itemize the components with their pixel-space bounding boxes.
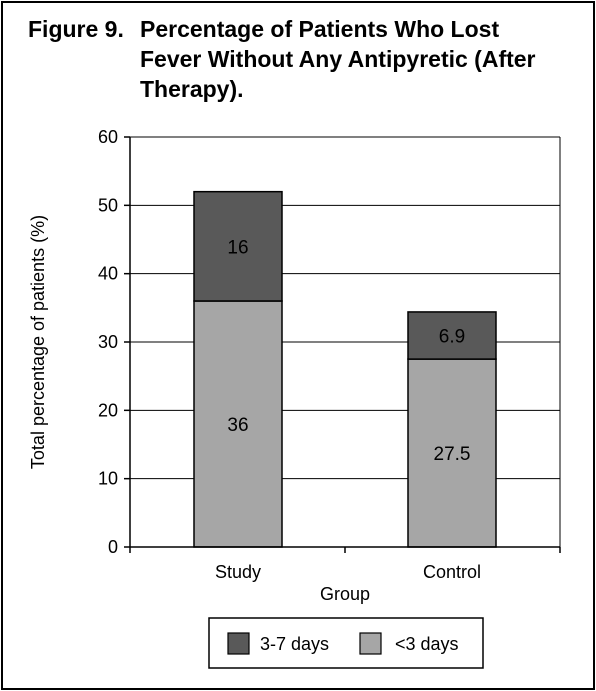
bar-segment [407, 358, 497, 548]
x-axis-title: Group [320, 584, 370, 604]
bar-segment [193, 190, 283, 302]
y-tick-label: 0 [108, 537, 118, 557]
data-label: 36 [227, 415, 248, 436]
figure-title: Percentage of Patients Who Lost Fever Wi… [140, 16, 536, 102]
bar-segment [193, 300, 283, 548]
legend-swatch [227, 632, 250, 655]
legend-label: <3 days [395, 634, 459, 654]
y-tick-label: 40 [98, 264, 118, 284]
legend-label: 3-7 days [260, 634, 329, 654]
y-tick-label: 50 [98, 195, 118, 215]
data-label: 16 [227, 237, 248, 258]
y-tick-label: 60 [98, 127, 118, 147]
y-tick-label: 20 [98, 400, 118, 420]
x-tick-label: Study [215, 562, 261, 582]
legend-swatch [359, 632, 382, 655]
y-axis-title: Total percentage of patients (%) [28, 215, 48, 469]
data-label: 6.9 [439, 327, 465, 348]
y-tick-label: 10 [98, 469, 118, 489]
x-tick-label: Control [423, 562, 481, 582]
figure-number: Figure 9. [28, 16, 124, 42]
legend-box [208, 617, 484, 669]
bar-segment [407, 311, 497, 360]
y-tick-label: 30 [98, 332, 118, 352]
data-label: 27.5 [434, 444, 471, 465]
